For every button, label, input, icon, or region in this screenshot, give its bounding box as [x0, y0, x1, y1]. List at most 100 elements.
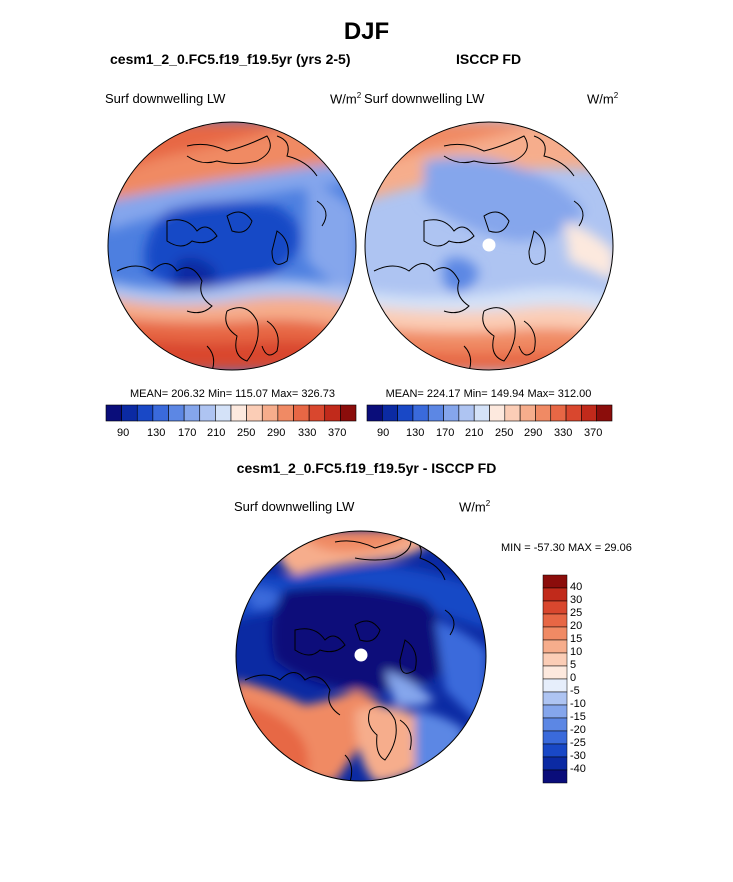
colorbar-swatch [397, 404, 414, 422]
colorbar-swatch [542, 769, 568, 784]
panel-obs-units: W/m2 [587, 91, 619, 107]
colorbar-swatch [105, 404, 122, 422]
colorbar-swatch [246, 404, 263, 422]
cb-obs-tick: 250 [495, 427, 514, 439]
colorbar-swatch [230, 404, 247, 422]
colorbar-swatch [542, 574, 568, 589]
colorbar-swatch [542, 665, 568, 680]
cb-diff-label: -40 [570, 763, 586, 775]
cb-diff-label: 30 [570, 594, 583, 606]
cb-obs-tick: 330 [554, 427, 573, 439]
colorbar-swatch [504, 404, 521, 422]
pole-mask [482, 238, 496, 252]
cb-diff-label: 10 [570, 646, 583, 658]
colorbar-swatch [136, 404, 154, 422]
cb-diff-label: -10 [570, 698, 586, 710]
cb-diff-label: -20 [570, 724, 586, 736]
colorbar-swatch [412, 404, 429, 422]
colorbar-swatch [152, 404, 169, 422]
cb-obs-tick: 290 [524, 427, 543, 439]
colorbar-swatch [277, 404, 294, 422]
panel-model-stats: MEAN= 206.32 Min= 115.07 Max= 326.73 [130, 388, 335, 400]
map-diff [235, 530, 487, 782]
panel-model-units: W/m2 [330, 91, 362, 107]
cb-model-tick: 370 [328, 427, 347, 439]
cb-diff-label: -25 [570, 737, 586, 749]
diff-variable: Surf downwelling LW [234, 499, 355, 514]
pole-mask [354, 648, 368, 662]
colorbar-diff [542, 574, 568, 784]
colorbar-swatch [542, 756, 568, 771]
cb-diff-label: 15 [570, 633, 583, 645]
colorbar-swatch [542, 704, 568, 719]
colorbar-swatch [542, 678, 568, 693]
cb-model-tick: 90 [117, 427, 130, 439]
cb-model-tick: 330 [298, 427, 317, 439]
cb-obs-tick: 210 [465, 427, 484, 439]
colorbar-swatch [121, 404, 138, 422]
colorbar-swatch [596, 404, 613, 422]
colorbar-swatch [542, 652, 568, 667]
colorbar-swatch [489, 404, 506, 422]
colorbar-swatch [542, 639, 568, 654]
cb-model-tick: 130 [147, 427, 166, 439]
diff-title: cesm1_2_0.FC5.f19_f19.5yr - ISCCP FD [236, 460, 497, 476]
colorbar-swatch [382, 404, 398, 422]
colorbar-model [105, 404, 357, 422]
colorbar-swatch [542, 587, 568, 602]
colorbar-swatch [542, 743, 568, 758]
cb-diff-label: 20 [570, 620, 583, 632]
colorbar-swatch [542, 691, 568, 706]
diff-units: W/m2 [459, 499, 491, 515]
colorbar-obs-ticks: 90 130 170 210 250 290 330 370 [367, 427, 612, 441]
cb-model-tick: 250 [237, 427, 256, 439]
cb-model-tick: 210 [207, 427, 226, 439]
colorbar-swatch [581, 404, 597, 422]
colorbar-swatch [473, 404, 490, 422]
colorbar-obs [366, 404, 613, 422]
cb-model-tick: 290 [267, 427, 286, 439]
cb-diff-label: 0 [570, 672, 577, 684]
map-model [107, 121, 357, 371]
page-title: DJF [343, 18, 390, 45]
colorbar-swatch [458, 404, 475, 422]
cb-diff-label: 25 [570, 607, 583, 619]
cb-diff-label: 5 [570, 659, 577, 671]
colorbar-swatch [542, 600, 568, 615]
panel-model-variable: Surf downwelling LW [105, 91, 226, 106]
colorbar-model-ticks: 90 130 170 210 250 290 330 370 [106, 427, 356, 441]
map-obs [364, 121, 614, 371]
colorbar-swatch [293, 404, 310, 422]
colorbar-swatch [215, 404, 232, 422]
diff-minmax: MIN = -57.30 MAX = 29.06 [501, 542, 632, 554]
panel-model-title: cesm1_2_0.FC5.f19_f19.5yr (yrs 2-5) [110, 51, 351, 67]
colorbar-swatch [565, 404, 582, 422]
cb-diff-label: -5 [570, 685, 580, 697]
colorbar-swatch [542, 613, 568, 628]
panel-obs-title: ISCCP FD [456, 51, 522, 67]
cb-obs-tick: 130 [406, 427, 425, 439]
colorbar-swatch [308, 404, 326, 422]
cb-obs-tick: 90 [377, 427, 390, 439]
colorbar-swatch [535, 404, 552, 422]
colorbar-swatch [340, 404, 357, 422]
colorbar-swatch [261, 404, 279, 422]
colorbar-swatch [519, 404, 536, 422]
panel-obs-variable: Surf downwelling LW [364, 91, 485, 106]
panel-obs-stats: MEAN= 224.17 Min= 149.94 Max= 312.00 [385, 388, 592, 400]
colorbar-swatch [542, 730, 568, 745]
colorbar-swatch [443, 404, 460, 422]
cb-diff-label: -15 [570, 711, 586, 723]
colorbar-swatch [542, 717, 568, 732]
cb-model-tick: 170 [178, 427, 197, 439]
cb-obs-tick: 170 [436, 427, 455, 439]
colorbar-swatch [550, 404, 567, 422]
cb-obs-tick: 370 [584, 427, 603, 439]
colorbar-swatch [183, 404, 201, 422]
colorbar-diff-labels: 40 30 25 20 15 10 5 0 -5 -10 -15 -20 -25… [570, 575, 610, 790]
colorbar-swatch [427, 404, 444, 422]
colorbar-swatch [168, 404, 185, 422]
colorbar-swatch [199, 404, 216, 422]
cb-diff-label: -30 [570, 750, 586, 762]
colorbar-swatch [324, 404, 341, 422]
